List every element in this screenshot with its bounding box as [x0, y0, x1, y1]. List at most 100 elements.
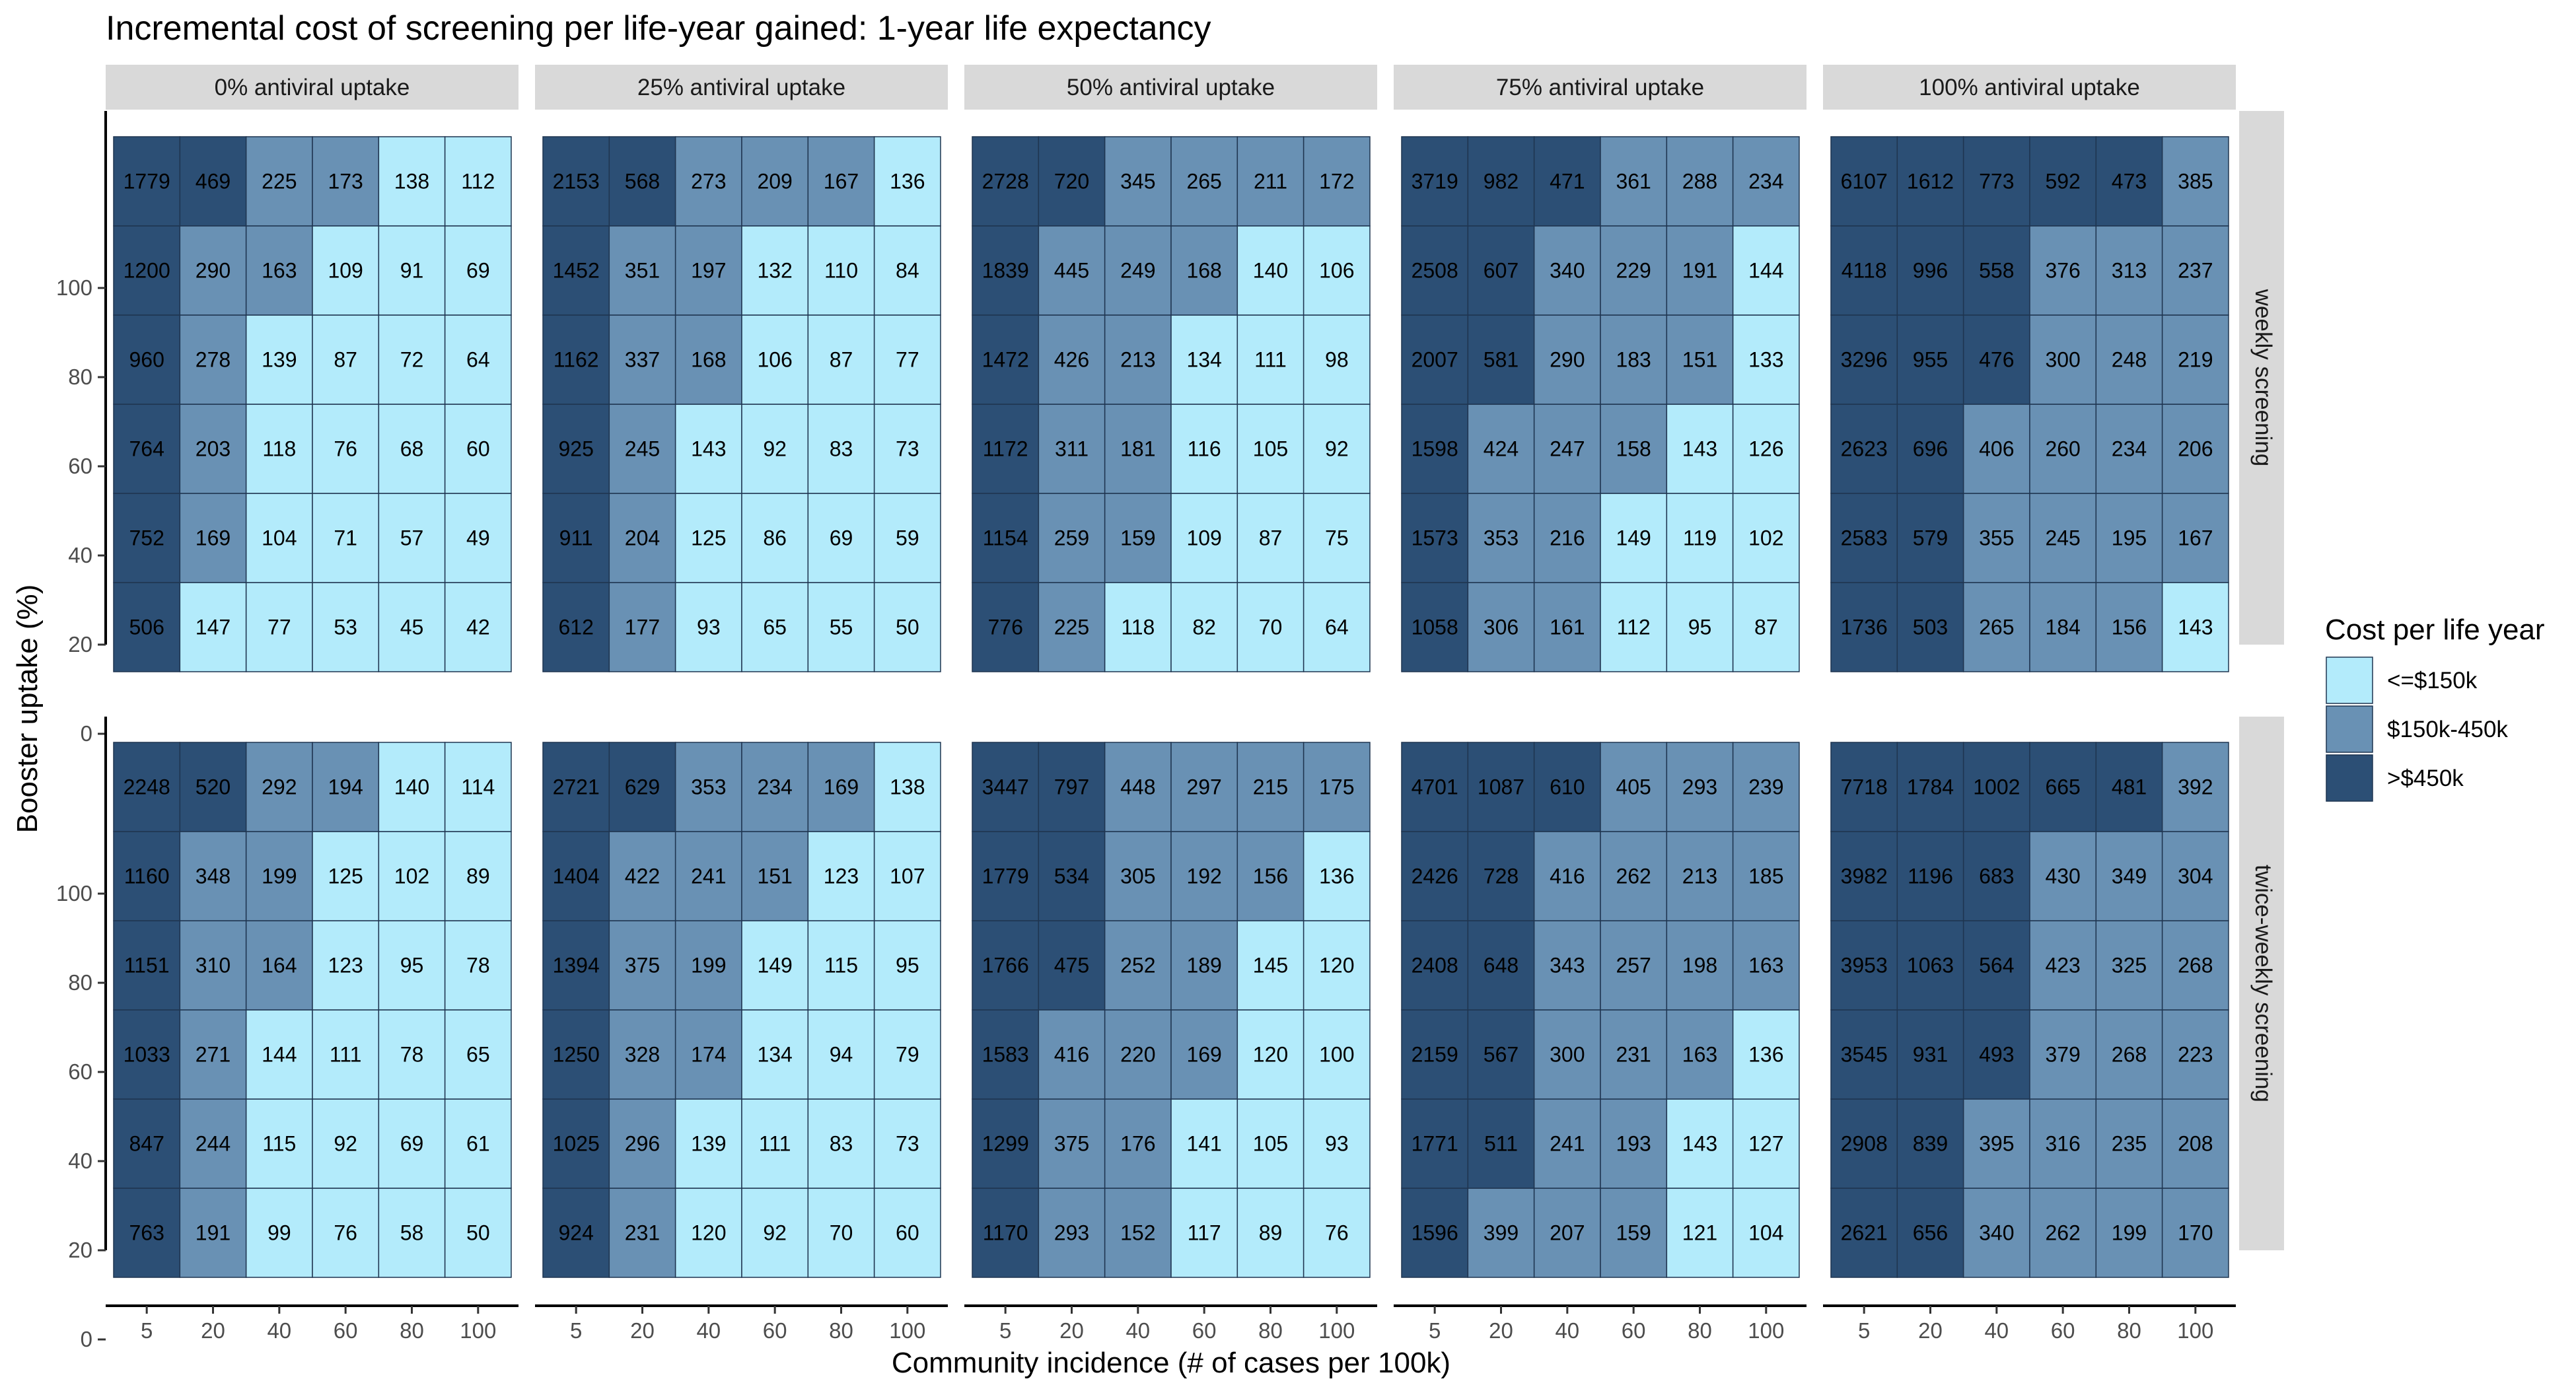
cell-value-label: 1087 — [1478, 775, 1524, 799]
heatmap-cell — [608, 404, 676, 494]
x-tick-label: 60 — [763, 1318, 787, 1343]
cell-value-label: 156 — [1253, 865, 1288, 888]
heatmap-cell — [674, 493, 742, 583]
x-tick-label: 20 — [1059, 1318, 1084, 1343]
heatmap-cell — [1303, 920, 1371, 1011]
heatmap-cell — [807, 582, 875, 672]
cell-value-label: 143 — [2178, 616, 2213, 639]
heatmap-cell — [1666, 1098, 1734, 1189]
cell-value-label: 1596 — [1412, 1221, 1458, 1245]
x-tick-label: 80 — [2117, 1318, 2141, 1343]
heatmap-cell — [179, 136, 247, 227]
heatmap-cell — [873, 831, 941, 921]
legend-swatch — [2326, 754, 2373, 802]
heatmap-cell — [1600, 582, 1668, 672]
heatmap-cell — [741, 831, 809, 921]
heatmap-cell — [1170, 1188, 1238, 1278]
cell-value-label: 239 — [1748, 775, 1783, 799]
heatmap-cell — [1533, 1188, 1601, 1278]
heatmap-cell — [1303, 493, 1371, 583]
cell-value-label: 184 — [2045, 616, 2080, 639]
cell-value-label: 395 — [1979, 1132, 2014, 1156]
cell-value-label: 260 — [2045, 437, 2080, 461]
heatmap-cell — [542, 314, 610, 405]
heatmap-cell — [873, 225, 941, 316]
cell-value-label: 1299 — [982, 1132, 1029, 1156]
heatmap-cell — [807, 1098, 875, 1189]
cell-value-label: 3719 — [1412, 170, 1458, 194]
cell-value-label: 568 — [625, 170, 660, 194]
cell-value-label: 1583 — [982, 1043, 1029, 1067]
cell-value-label: 69 — [466, 259, 490, 283]
heatmap-cell — [1303, 742, 1371, 832]
x-tick-label: 40 — [1984, 1318, 2009, 1343]
x-tick-label: 5 — [1429, 1318, 1441, 1343]
heatmap-cell — [245, 1098, 313, 1189]
heatmap-cell — [1666, 582, 1734, 672]
cell-value-label: 1839 — [982, 259, 1029, 283]
cell-value-label: 300 — [2045, 348, 2080, 372]
cell-value-label: 245 — [625, 437, 660, 461]
heatmap-cell — [113, 742, 181, 832]
cell-value-label: 1472 — [982, 348, 1029, 372]
heatmap-cell — [542, 1098, 610, 1189]
cell-value-label: 138 — [890, 775, 925, 799]
cell-value-label: 206 — [2178, 437, 2213, 461]
heatmap-cell — [1038, 742, 1106, 832]
heatmap-cell — [2029, 1009, 2097, 1100]
cell-value-label: 134 — [1186, 348, 1221, 372]
x-tick-label: 5 — [141, 1318, 153, 1343]
cell-value-label: 158 — [1616, 437, 1651, 461]
heatmap-cell — [1303, 582, 1371, 672]
cell-value-label: 3545 — [1841, 1043, 1888, 1067]
y-tick-label: 100 — [56, 881, 92, 906]
cell-value-label: 91 — [400, 259, 424, 283]
heatmap-cell — [179, 742, 247, 832]
cell-value-label: 1058 — [1412, 616, 1458, 639]
heatmap-cell — [741, 742, 809, 832]
cell-value-label: 140 — [1253, 259, 1288, 283]
heatmap-cell — [378, 582, 446, 672]
cell-value-label: 82 — [1192, 616, 1216, 639]
cell-value-label: 376 — [2045, 259, 2080, 283]
cell-value-label: 115 — [262, 1132, 296, 1156]
cell-value-label: 209 — [757, 170, 792, 194]
cell-value-label: 194 — [328, 775, 363, 799]
heatmap-cell — [807, 742, 875, 832]
heatmap-cell — [1732, 314, 1800, 405]
cell-value-label: 195 — [2112, 526, 2147, 550]
cell-value-label: 2728 — [982, 170, 1029, 194]
heatmap-cell — [1732, 920, 1800, 1011]
heatmap-cell — [1170, 136, 1238, 227]
cell-value-label: 83 — [830, 437, 853, 461]
cell-value-label: 268 — [2178, 954, 2213, 978]
cell-value-label: 120 — [1253, 1043, 1288, 1067]
cell-value-label: 183 — [1616, 348, 1651, 372]
heatmap-cell — [1303, 831, 1371, 921]
heatmap-cell — [1830, 831, 1898, 921]
cell-value-label: 174 — [691, 1043, 726, 1067]
heatmap-cell — [972, 920, 1040, 1011]
heatmap-cell — [542, 493, 610, 583]
cell-value-label: 2623 — [1841, 437, 1888, 461]
cell-value-label: 244 — [196, 1132, 231, 1156]
heatmap-cell — [542, 742, 610, 832]
cell-value-label: 136 — [1319, 865, 1354, 888]
cell-value-label: 361 — [1616, 170, 1651, 194]
heatmap-cell — [179, 314, 247, 405]
heatmap-cell — [2095, 831, 2163, 921]
heatmap-cell — [2029, 225, 2097, 316]
heatmap-cell — [1236, 742, 1305, 832]
cell-value-label: 159 — [1616, 1221, 1651, 1245]
heatmap-cell — [1104, 1009, 1172, 1100]
heatmap-cell — [444, 136, 512, 227]
cell-value-label: 163 — [262, 259, 297, 283]
cell-value-label: 112 — [461, 170, 495, 194]
cell-value-label: 89 — [466, 865, 490, 888]
cell-value-label: 1771 — [1412, 1132, 1458, 1156]
cell-value-label: 340 — [1550, 259, 1585, 283]
cell-value-label: 348 — [196, 865, 231, 888]
heatmap-cell — [1104, 831, 1172, 921]
cell-value-label: 132 — [757, 259, 792, 283]
cell-value-label: 259 — [1054, 526, 1089, 550]
